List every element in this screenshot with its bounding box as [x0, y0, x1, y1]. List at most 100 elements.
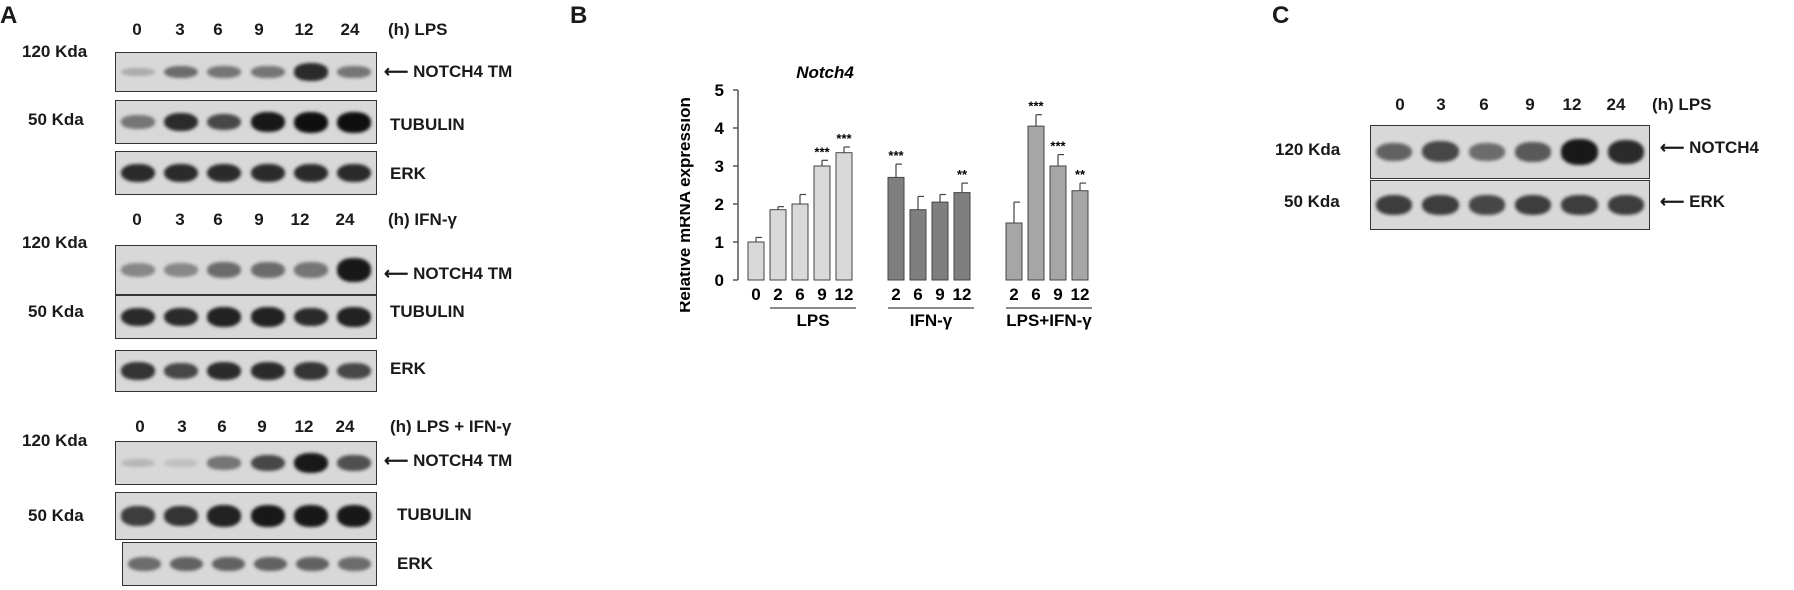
condition-label: (h) LPS — [388, 20, 448, 39]
significance-label: *** — [814, 144, 830, 159]
x-tick-label: 6 — [1031, 285, 1040, 304]
lane-label: 6 — [213, 20, 223, 39]
lane-label: 24 — [335, 210, 355, 229]
blot-band — [294, 452, 328, 474]
arrow-left-icon: ⟵ — [384, 62, 409, 81]
blot-band — [1607, 194, 1644, 216]
blot-band — [337, 258, 372, 282]
blot-band — [164, 362, 198, 380]
blot-band — [207, 65, 242, 79]
x-tick-label: 9 — [817, 285, 826, 304]
blot-band — [211, 556, 245, 572]
panel-letter-a: A — [0, 2, 18, 29]
blot-band — [250, 504, 285, 528]
blot-band — [120, 262, 155, 277]
lane-label: 9 — [254, 20, 264, 39]
mw-marker-50: 50 Kda — [28, 302, 84, 321]
condition-label: (h) LPS — [1652, 95, 1712, 114]
blot-band — [1376, 142, 1413, 162]
blot-band — [207, 113, 242, 131]
condition-label: (h) LPS + IFN-γ — [390, 417, 512, 436]
blot-band — [1376, 194, 1413, 216]
lane-label: 12 — [294, 417, 314, 436]
blot-band — [207, 261, 242, 279]
blot-band — [207, 505, 242, 527]
blot-band — [164, 307, 198, 327]
x-tick-label: 6 — [913, 285, 922, 304]
y-axis-label: Relative mRNA expression — [680, 97, 694, 313]
significance-label: ** — [1075, 167, 1086, 182]
bar — [791, 203, 809, 281]
lane-label: 0 — [132, 210, 142, 229]
significance-label: ** — [957, 167, 968, 182]
blot-band — [120, 163, 155, 183]
blot-band — [294, 307, 328, 327]
band-label-notch4-tm: ⟵ NOTCH4 TM — [384, 264, 513, 283]
blot-strip-erk — [122, 542, 377, 586]
blot-band — [164, 163, 198, 183]
band-label-tubulin: TUBULIN — [397, 505, 472, 524]
bar — [909, 209, 927, 281]
blot-band — [164, 112, 198, 132]
significance-label: *** — [836, 131, 852, 146]
x-tick-label: 2 — [773, 285, 782, 304]
lane-label: 9 — [254, 210, 264, 229]
blot-band — [120, 458, 155, 468]
blot-band — [207, 361, 242, 381]
x-tick-label: 9 — [935, 285, 944, 304]
blot-band — [337, 307, 372, 327]
y-tick-label: 1 — [715, 233, 724, 252]
lane-label: 3 — [175, 210, 185, 229]
blot-band — [164, 262, 198, 277]
lane-label: 6 — [213, 210, 223, 229]
mw-marker-120: 120 Kda — [22, 431, 88, 450]
blot-band — [1422, 141, 1459, 163]
y-tick-label: 3 — [715, 157, 724, 176]
x-tick-label: 9 — [1053, 285, 1062, 304]
bar — [887, 176, 905, 281]
blot-band — [294, 362, 328, 380]
bar — [1071, 190, 1089, 281]
bar — [1005, 222, 1023, 281]
blot-band — [207, 307, 242, 327]
group-label: LPS — [796, 311, 829, 330]
blot-band — [207, 163, 242, 183]
x-tick-label: 12 — [1071, 285, 1090, 304]
x-tick-label: 0 — [751, 285, 760, 304]
x-tick-label: 2 — [891, 285, 900, 304]
blot-band — [337, 504, 372, 528]
mw-marker-50: 50 Kda — [28, 506, 84, 525]
blot-band — [1561, 139, 1598, 165]
y-axis: 0 1 2 3 4 5 — [715, 81, 739, 290]
lane-label: 3 — [177, 417, 187, 436]
band-label-tubulin: TUBULIN — [390, 115, 465, 134]
x-tick-label: 12 — [953, 285, 972, 304]
arrow-left-icon: ⟵ — [384, 451, 409, 470]
mw-marker-50: 50 Kda — [28, 110, 84, 129]
y-tick-label: 2 — [715, 195, 724, 214]
blot-band — [120, 67, 155, 77]
blot-band — [294, 262, 328, 278]
blot-band — [164, 458, 198, 468]
x-tick-label: 2 — [1009, 285, 1018, 304]
blot-strip-tubulin — [115, 100, 377, 144]
significance-label: *** — [888, 148, 904, 163]
panel-letter-b: B — [570, 2, 588, 29]
bar — [747, 241, 765, 281]
bar — [1049, 165, 1067, 281]
panel-letter-c: C — [1272, 2, 1290, 29]
arrow-left-icon: ⟵ — [1660, 138, 1685, 157]
blot-strip-notch4 — [1370, 125, 1650, 179]
blot-strip-tubulin — [115, 492, 377, 540]
bar — [953, 192, 971, 281]
lane-label: 12 — [1562, 95, 1582, 114]
blot-band — [250, 65, 285, 79]
blot-band — [1607, 140, 1644, 164]
lane-label: 0 — [1395, 95, 1405, 114]
lane-label: 3 — [1436, 95, 1446, 114]
band-label-erk: ERK — [390, 359, 426, 378]
band-label-erk: ⟵ ERK — [1660, 192, 1726, 211]
blot-band — [1515, 194, 1552, 216]
